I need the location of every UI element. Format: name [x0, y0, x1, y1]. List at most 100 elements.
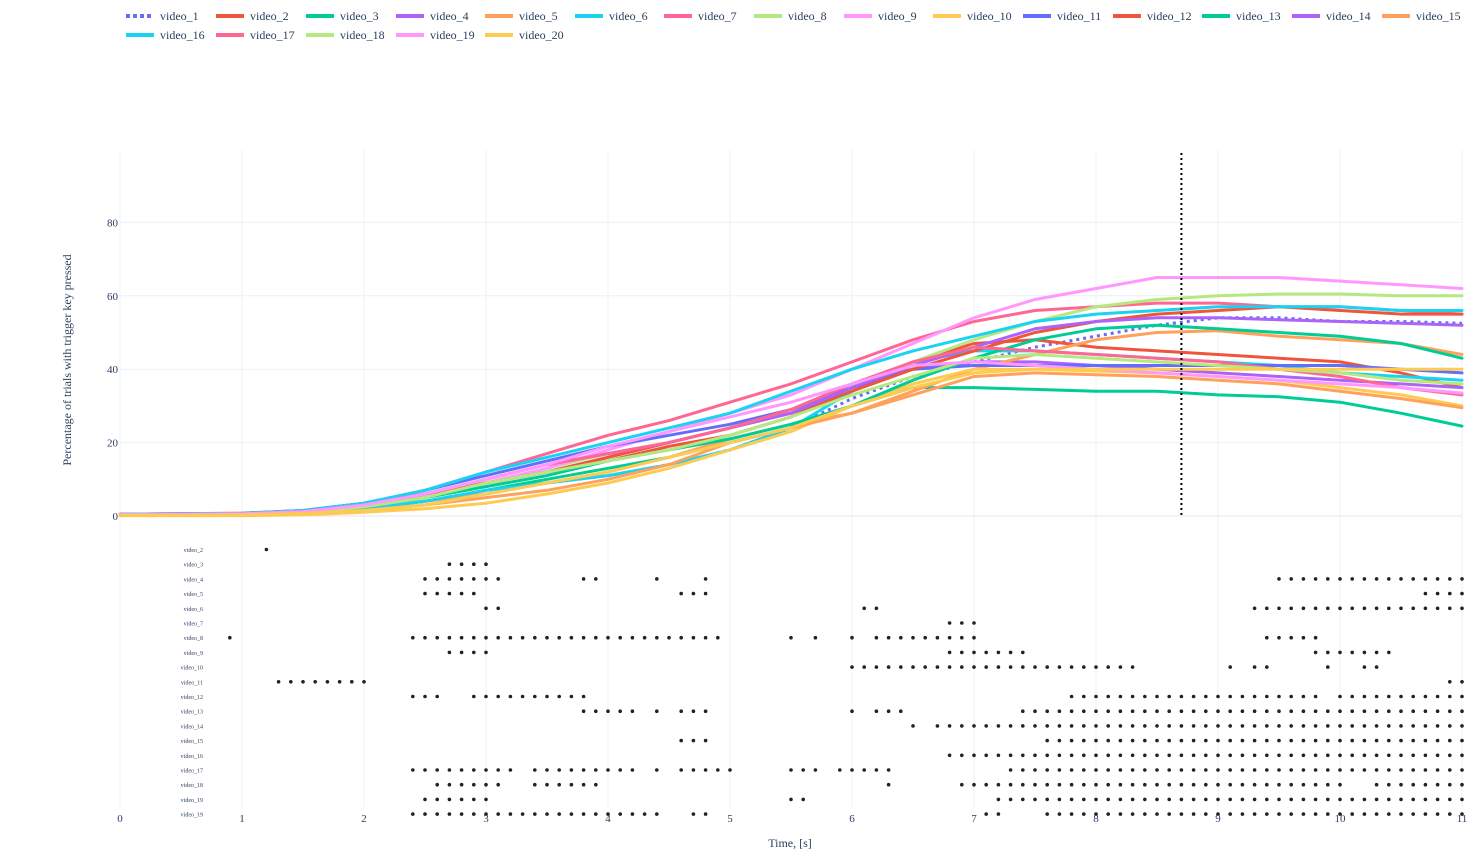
press-marker: [1204, 768, 1208, 772]
press-marker: [1240, 738, 1245, 743]
press-marker: [1033, 768, 1037, 772]
press-marker: [484, 562, 488, 566]
press-marker: [1265, 606, 1269, 611]
press-marker: [1362, 665, 1367, 669]
press-marker: [569, 635, 574, 640]
press-marker: [1118, 812, 1123, 816]
press-marker: [1008, 724, 1013, 728]
press-marker: [1240, 812, 1245, 816]
press-marker: [1179, 724, 1184, 728]
press-marker: [691, 812, 696, 816]
press-marker: [850, 635, 854, 640]
press-marker: [1252, 768, 1257, 772]
press-marker: [1033, 724, 1037, 728]
press-marker: [935, 724, 940, 728]
press-marker: [874, 768, 879, 772]
press-marker: [1338, 709, 1342, 713]
press-marker: [1228, 782, 1232, 787]
press-marker: [423, 812, 427, 816]
press-marker: [1228, 724, 1232, 728]
press-marker: [1216, 724, 1220, 728]
press-marker: [472, 797, 476, 802]
legend-label: video_19: [430, 28, 475, 42]
press-marker: [911, 665, 915, 669]
press-marker: [1252, 665, 1257, 669]
press-marker: [1118, 797, 1123, 802]
press-marker: [1435, 606, 1440, 611]
press-marker: [1265, 694, 1269, 699]
press-marker: [850, 709, 854, 713]
press-marker: [1350, 797, 1354, 802]
press-marker: [1350, 753, 1354, 758]
legend-item-video_9: video_9: [844, 9, 917, 23]
press-marker: [1228, 709, 1232, 713]
press-marker: [1326, 738, 1330, 743]
press-marker: [972, 621, 976, 625]
press-marker: [508, 635, 513, 640]
press-marker: [1130, 782, 1135, 787]
legend-label: video_18: [340, 28, 385, 42]
press-marker: [1313, 738, 1318, 743]
press-marker: [1252, 812, 1257, 816]
press-marker: [1216, 782, 1220, 787]
press-row-label: video_13: [181, 710, 203, 716]
press-marker: [1216, 753, 1220, 758]
press-marker: [1326, 812, 1330, 816]
legend-item-video_15: video_15: [1382, 9, 1461, 23]
press-marker: [1435, 694, 1440, 699]
press-marker: [1045, 665, 1049, 669]
press-marker: [1155, 694, 1159, 699]
press-marker: [1338, 738, 1342, 743]
press-marker: [1301, 709, 1306, 713]
legend-item-video_8: video_8: [754, 9, 827, 23]
chart-axes: 0 1 2 3 4 5 6 7 8 9 10 11 0 20 40 60 80: [107, 217, 1467, 825]
legend-item-video_17: video_17: [216, 28, 295, 42]
press-marker: [594, 768, 598, 772]
press-marker: [1289, 768, 1293, 772]
x-axis-label: Time, [s]: [768, 836, 812, 850]
press-marker: [1008, 665, 1013, 669]
x-tick-label: 10: [1335, 813, 1347, 825]
press-row-label: video_16: [181, 754, 203, 760]
press-marker: [1045, 753, 1049, 758]
x-tick-label: 1: [239, 813, 245, 825]
press-marker: [1448, 591, 1452, 596]
press-marker: [1094, 738, 1098, 743]
press-marker: [1301, 635, 1306, 640]
press-marker: [1435, 591, 1440, 596]
press-marker: [606, 635, 610, 640]
press-marker: [1143, 694, 1147, 699]
legend-item-video_12: video_12: [1113, 9, 1192, 23]
press-marker: [1423, 724, 1428, 728]
press-marker: [679, 591, 683, 596]
press-marker: [1069, 782, 1074, 787]
press-marker: [655, 635, 659, 640]
press-marker: [1460, 680, 1464, 684]
press-marker: [1411, 724, 1415, 728]
press-marker: [850, 665, 854, 669]
press-marker: [1155, 768, 1159, 772]
press-marker: [1289, 797, 1293, 802]
press-marker: [447, 797, 452, 802]
press-marker: [1204, 724, 1208, 728]
press-marker: [1045, 724, 1049, 728]
series-line-video_8: [118, 292, 1464, 516]
press-marker: [520, 635, 525, 640]
press-marker: [1094, 768, 1098, 772]
y-tick-label: 60: [107, 291, 119, 303]
press-marker: [1130, 709, 1135, 713]
press-marker: [1362, 724, 1367, 728]
press-marker: [1191, 738, 1196, 743]
press-row-label: video_5: [184, 592, 203, 598]
press-marker: [630, 709, 635, 713]
press-marker: [1399, 724, 1403, 728]
press-marker: [423, 635, 427, 640]
legend-label: video_17: [250, 28, 295, 42]
press-marker: [472, 577, 476, 581]
press-marker: [1374, 724, 1379, 728]
press-marker: [1021, 797, 1025, 802]
press-marker: [459, 768, 464, 772]
press-marker: [581, 782, 586, 787]
press-marker: [1277, 709, 1281, 713]
press-marker: [1252, 782, 1257, 787]
